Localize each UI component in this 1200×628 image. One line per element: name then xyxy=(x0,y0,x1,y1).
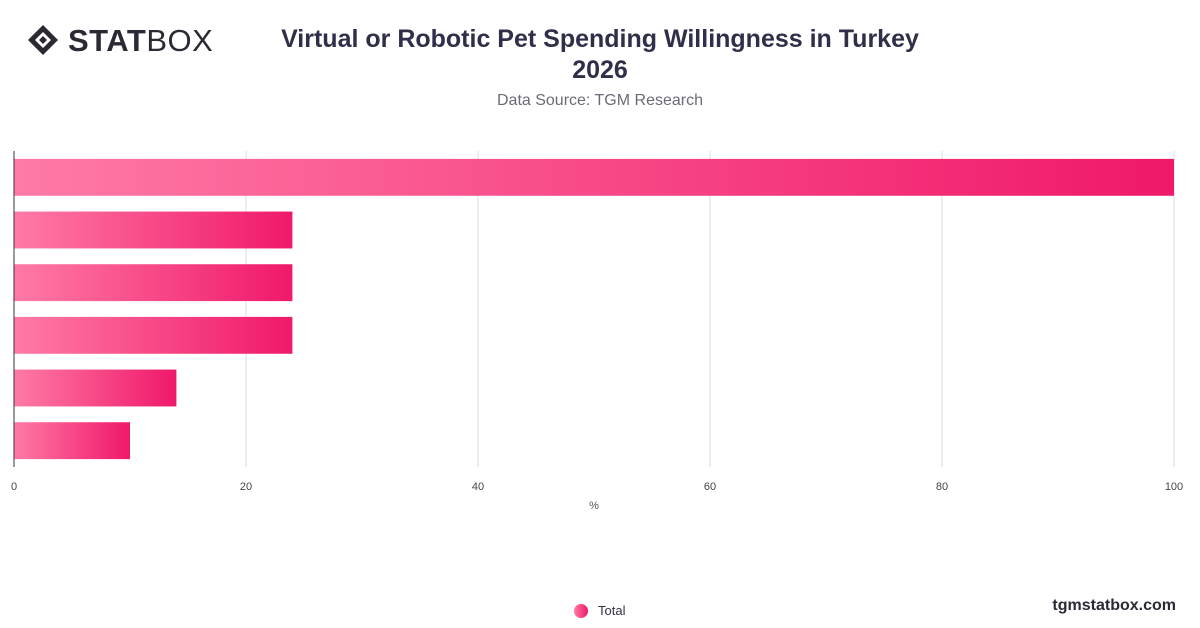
bars xyxy=(14,158,1174,460)
x-tick-label: 40 xyxy=(472,481,484,493)
x-tick-label: 0 xyxy=(11,481,17,493)
diamond-logo-icon xyxy=(28,25,58,55)
chart-title: Virtual or Robotic Pet Spending Willingn… xyxy=(250,24,950,86)
bar[interactable] xyxy=(14,264,293,302)
x-tick-label: 60 xyxy=(704,481,716,493)
bar[interactable] xyxy=(14,158,1174,196)
x-tick-label: 100 xyxy=(1165,481,1183,493)
legend-marker xyxy=(574,603,588,618)
x-tick-label: 20 xyxy=(240,481,252,493)
x-tick-labels: 0 20 40 60 80 100 xyxy=(11,481,1183,493)
grid-lines xyxy=(245,151,1175,467)
bar[interactable] xyxy=(14,211,293,249)
chart-title-line2: 2026 xyxy=(572,56,628,84)
legend[interactable]: Total xyxy=(574,603,625,618)
chart-subtitle: Data Source: TGM Research xyxy=(496,92,703,109)
bar[interactable] xyxy=(14,369,177,407)
x-tick-label: 80 xyxy=(936,481,948,493)
chart-title-line1: Virtual or Robotic Pet Spending Willingn… xyxy=(281,25,919,53)
bar[interactable] xyxy=(14,422,130,460)
statbox-logo: STATBOX xyxy=(26,22,213,58)
logo-wordmark: STATBOX xyxy=(68,22,214,58)
site-url[interactable]: tgmstatbox.com xyxy=(1052,597,1176,614)
bar[interactable] xyxy=(14,316,293,354)
x-axis-label: % xyxy=(589,500,599,512)
legend-label: Total xyxy=(598,603,626,618)
